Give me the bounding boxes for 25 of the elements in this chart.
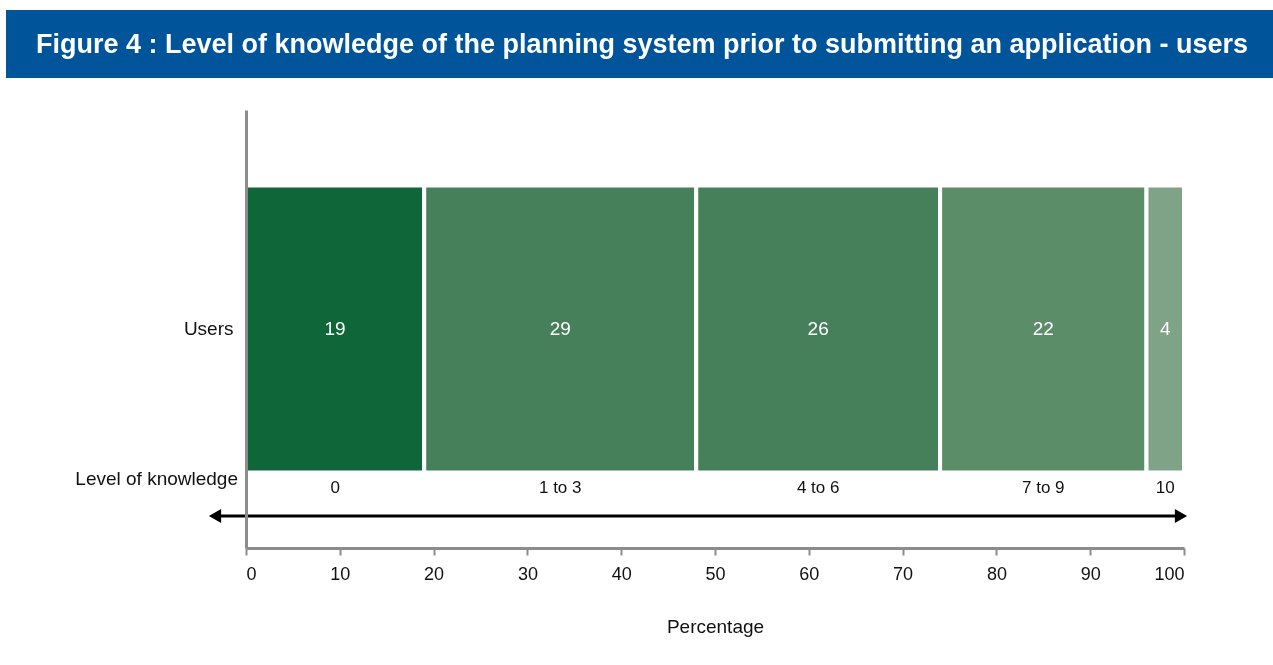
data-label: 22 (1032, 318, 1054, 339)
text: Level of knowledge (75, 467, 238, 489)
data-label: 26 (807, 318, 829, 339)
x-tick-label: 80 (986, 563, 1007, 584)
x-axis-title: Percentage (666, 615, 765, 637)
x-tick-label: 30 (517, 563, 538, 584)
x-tick-label: 90 (1080, 563, 1101, 584)
x-tick-label: 60 (799, 563, 820, 584)
x-tick-label: 70 (893, 563, 914, 584)
chart-title: Figure 4 : Level of knowledge of the planning system prior to submitting an application - users (6, 10, 1273, 78)
data-label: 4 (1159, 318, 1171, 339)
data-label: 29 (549, 318, 571, 339)
x-tick-label: 100 (1154, 563, 1185, 584)
x-tick-label: 0 (246, 563, 257, 584)
x-tick-label: 10 (330, 563, 351, 584)
x-tick-label: 50 (705, 563, 726, 584)
y-tick-label: Users (183, 318, 234, 339)
x-tick-label: 40 (611, 563, 632, 584)
series-label: 10 (1155, 477, 1175, 497)
series-label: 1 to 3 (538, 477, 582, 497)
data-label: 19 (324, 318, 346, 339)
x-tick-label: 20 (424, 563, 445, 584)
series-label: 0 (330, 477, 340, 497)
series-label: 7 to 9 (1022, 477, 1065, 497)
series-label: 4 to 6 (796, 477, 840, 497)
